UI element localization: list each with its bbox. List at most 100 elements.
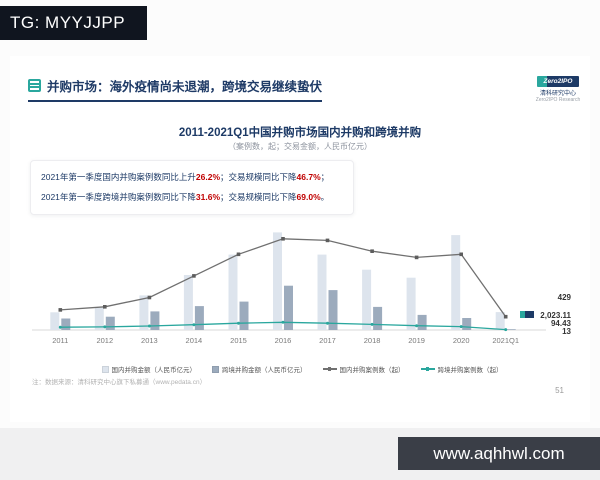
watermark-bottom: www.aqhhwl.com bbox=[398, 437, 600, 470]
callout-percent: 69.0% bbox=[296, 191, 321, 202]
x-tick-label: 2019 bbox=[408, 336, 425, 345]
bar-crossborder-amount bbox=[194, 306, 204, 330]
marker-domestic-cases bbox=[459, 252, 463, 257]
callout-text: ；交易规模同比下降 bbox=[220, 191, 297, 202]
callout-text: 2021年第一季度国内并购案例数同比上升 bbox=[41, 172, 196, 182]
chart-area: 2011 2012 2013 2014 2015 2016 2017 2018 2019 2020… bbox=[28, 222, 576, 374]
legend-label: 国内并购案例数（起） bbox=[339, 367, 405, 374]
marker-crossborder-cases bbox=[326, 321, 329, 325]
value-annotation: 13 bbox=[562, 327, 571, 336]
line-domestic-cases bbox=[60, 238, 507, 318]
legend-crossborder-cases: 跨境并购案例数（起） bbox=[420, 364, 503, 374]
x-tick-label: 2013 bbox=[141, 336, 158, 345]
callout-text: ；交易规模同比下降 bbox=[220, 172, 297, 182]
bar-domestic-amount bbox=[451, 235, 461, 330]
callout-text: 。 bbox=[320, 191, 330, 202]
bar-crossborder-amount bbox=[328, 290, 338, 330]
marker-crossborder-cases bbox=[504, 328, 508, 332]
x-tick-label: 2015 bbox=[230, 336, 247, 345]
slide: 并购市场：海外疫情尚未退潮，跨境交易继续蛰伏 Zero2IPO 清科研究中心 Z… bbox=[10, 56, 590, 422]
bar-crossborder-amount bbox=[462, 318, 472, 330]
bar-crossborder-amount bbox=[284, 285, 293, 330]
source-footnote: 注：数据来源：清科研究中心旗下私募通（www.pedata.cn） bbox=[32, 379, 207, 386]
callout-line-2: 2021年第一季度跨境并购案例数同比下降31.6%；交易规模同比下降69.0%。 bbox=[41, 188, 343, 208]
callout-percent: 46.7% bbox=[296, 172, 321, 182]
marker-domestic-cases bbox=[236, 252, 241, 257]
x-tick-label: 2016 bbox=[275, 336, 292, 345]
marker-crossborder-cases bbox=[281, 320, 285, 324]
legend-label: 国内并购金额（人民币亿元） bbox=[111, 367, 197, 374]
legend-label: 跨境并购案例数（起） bbox=[437, 367, 503, 374]
x-tick-label: 2011 bbox=[52, 336, 68, 345]
marker-crossborder-cases bbox=[459, 325, 463, 329]
marker-domestic-cases bbox=[147, 295, 152, 300]
slide-header: 并购市场：海外疫情尚未退潮，跨境交易继续蛰伏 bbox=[28, 76, 323, 102]
x-tick-label: 2018 bbox=[364, 336, 381, 345]
value-annotation: 429 bbox=[558, 293, 572, 302]
brand-org-cn: 清科研究中心 bbox=[539, 91, 576, 97]
bar-crossborder-amount bbox=[150, 311, 160, 330]
legend-swatch-icon bbox=[212, 365, 219, 373]
legend-domestic-amount: 国内并购金额（人民币亿元） bbox=[101, 364, 197, 374]
marker-crossborder-cases bbox=[415, 324, 419, 328]
bar-domestic-amount bbox=[362, 269, 372, 330]
marker-crossborder-cases bbox=[58, 325, 62, 329]
bar-domestic-amount bbox=[406, 277, 416, 330]
x-tick-label: 2020 bbox=[453, 336, 470, 345]
callout-text: ； bbox=[320, 172, 330, 182]
callout-line-1: 2021年第一季度国内并购案例数同比上升26.2%；交易规模同比下降46.7%； bbox=[41, 168, 343, 188]
chart-title: 2011-2021Q1中国并购市场国内并购和跨境并购 bbox=[178, 127, 422, 139]
bar-domestic-amount bbox=[183, 275, 193, 330]
legend-swatch-icon bbox=[101, 365, 109, 373]
watermark-top: TG: MYYJJPP bbox=[0, 6, 148, 40]
marker-domestic-cases bbox=[370, 249, 374, 253]
legend-line-icon bbox=[420, 366, 435, 373]
bar-crossborder-amount bbox=[373, 306, 383, 330]
callout-percent: 31.6% bbox=[195, 191, 221, 202]
marker-domestic-cases bbox=[58, 308, 63, 312]
bar-crossborder-amount bbox=[506, 329, 516, 330]
zero2ipo-logo: Zero2IPO 清科研究中心 Zero2IPO Research bbox=[534, 76, 582, 103]
marker-domestic-cases bbox=[503, 314, 508, 319]
page-number: 51 bbox=[555, 386, 564, 395]
legend-crossborder-amount: 跨境并购金额（人民币亿元） bbox=[212, 364, 307, 374]
bar-domestic-amount bbox=[50, 312, 60, 330]
marker-domestic-cases bbox=[103, 305, 107, 309]
callout-box: 2021年第一季度国内并购案例数同比上升26.2%；交易规模同比下降46.7%；… bbox=[30, 160, 354, 216]
marker-crossborder-cases bbox=[370, 322, 374, 326]
marker-domestic-cases bbox=[281, 237, 285, 241]
marker-crossborder-cases bbox=[147, 324, 151, 328]
x-tick-label: 2012 bbox=[96, 336, 113, 345]
bar-domestic-amount bbox=[139, 295, 149, 330]
bar-crossborder-amount bbox=[417, 314, 427, 330]
brand-org-en: Zero2IPO Research bbox=[535, 97, 581, 103]
marker-domestic-cases bbox=[192, 274, 196, 278]
marker-crossborder-cases bbox=[237, 321, 240, 325]
callout-text: 2021年第一季度跨境并购案例数同比下降 bbox=[41, 191, 196, 202]
marker-domestic-cases bbox=[325, 238, 330, 243]
x-tick-label: 2017 bbox=[319, 336, 336, 345]
bar-domestic-amount bbox=[228, 254, 238, 330]
bar-crossborder-amount bbox=[61, 318, 71, 330]
x-tick-label: 2021Q1 bbox=[492, 336, 519, 345]
callout-percent: 26.2% bbox=[195, 172, 221, 182]
zero2ipo-flag-icon: Zero2IPO bbox=[537, 76, 579, 87]
marker-domestic-cases bbox=[414, 255, 419, 260]
legend-domestic-cases: 国内并购案例数（起） bbox=[322, 364, 405, 374]
bar-crossborder-amount bbox=[239, 301, 249, 330]
legend-label: 跨境并购金额（人民币亿元） bbox=[222, 367, 307, 374]
combo-chart: 2011 2012 2013 2014 2015 2016 2017 2018 2019 2020… bbox=[32, 232, 572, 345]
marker-crossborder-cases bbox=[192, 323, 196, 327]
x-tick-label: 2014 bbox=[186, 336, 203, 345]
bar-domestic-amount bbox=[317, 254, 327, 330]
chart-legend: 国内并购金额（人民币亿元） 跨境并购金额（人民币亿元） 国内并购案例数（起） 跨境并购… bbox=[28, 364, 576, 374]
zero2ipo-watermark-icon bbox=[520, 311, 534, 318]
chart-subtitle: （案例数，起；交易金额，人民币亿元） bbox=[228, 142, 372, 151]
legend-line-icon bbox=[322, 366, 337, 373]
bar-domestic-amount bbox=[94, 307, 104, 330]
bar-domestic-amount bbox=[273, 232, 282, 330]
list-icon bbox=[28, 79, 41, 92]
marker-crossborder-cases bbox=[103, 325, 107, 329]
bar-domestic-amount bbox=[495, 312, 505, 330]
